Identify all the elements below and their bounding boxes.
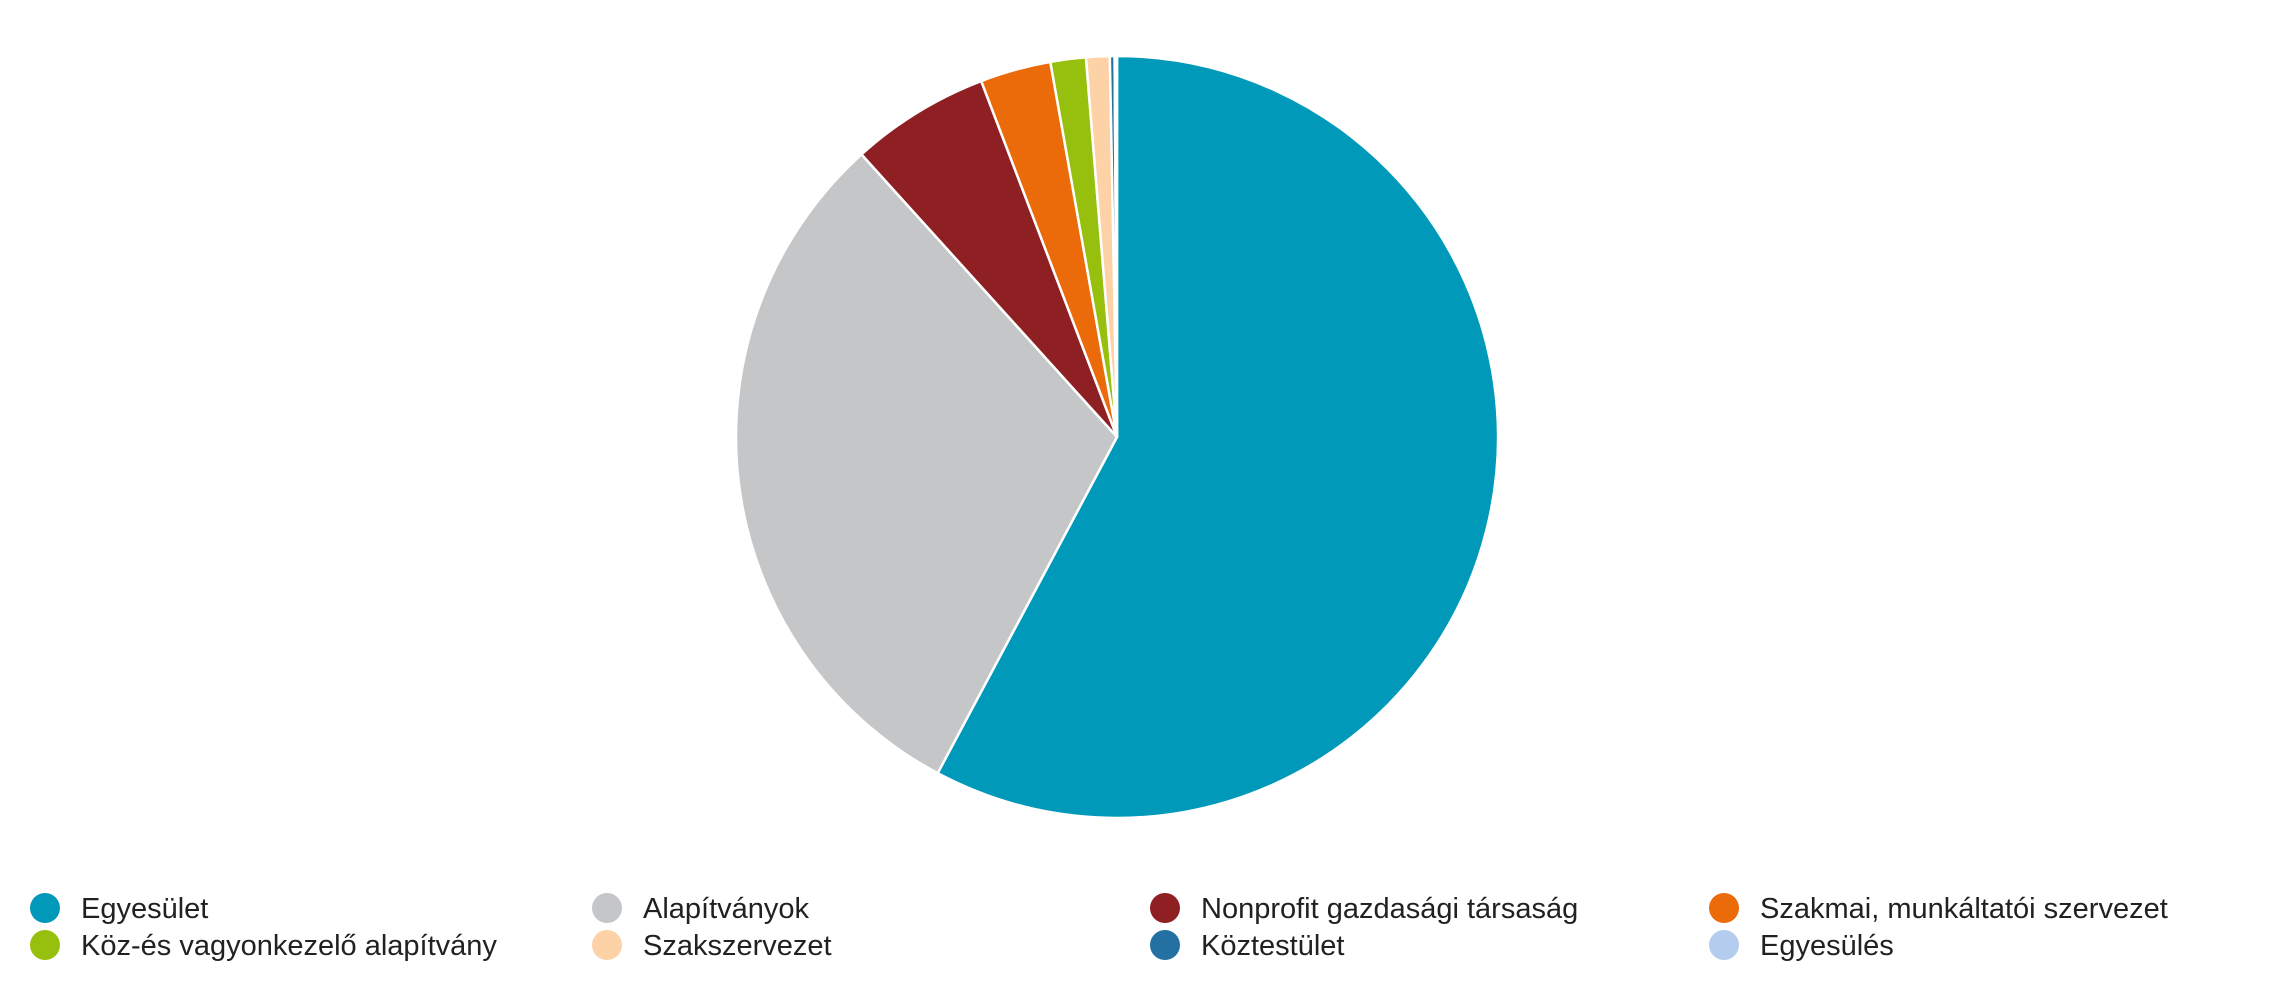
- legend-marker-koz-es-vagyonkezelo-alapitvany: [30, 930, 60, 960]
- legend-label-szakmai-munkaltatoi-szervezet: Szakmai, munkáltatói szervezet: [1760, 893, 2168, 925]
- legend-label-koztestulet: Köztestület: [1201, 930, 1344, 962]
- pie-slice-egyesules[interactable]: [1113, 54, 1119, 439]
- legend-label-koz-es-vagyonkezelo-alapitvany: Köz-és vagyonkezelő alapítvány: [81, 930, 497, 962]
- legend-label-egyesulet: Egyesület: [81, 893, 208, 925]
- legend-item-szakmai-munkaltatoi-szervezet[interactable]: Szakmai, munkáltatói szervezet: [1709, 893, 2168, 925]
- legend-item-szakszervezet[interactable]: Szakszervezet: [592, 930, 832, 962]
- legend-label-egyesules: Egyesülés: [1760, 930, 1894, 962]
- pie-slice-egyesulet[interactable]: [936, 54, 1500, 820]
- legend-item-alapitvanyok[interactable]: Alapítványok: [592, 893, 810, 925]
- legend-item-koz-es-vagyonkezelo-alapitvany[interactable]: Köz-és vagyonkezelő alapítvány: [30, 930, 497, 962]
- legend-label-nonprofit-gazdasagi-tarsasag: Nonprofit gazdasági társaság: [1201, 893, 1578, 925]
- legend-marker-koztestulet: [1150, 930, 1180, 960]
- legend-marker-egyesules: [1709, 930, 1739, 960]
- legend-label-szakszervezet: Szakszervezet: [643, 930, 832, 962]
- pie-slice-nonprofit-gazdasagi-tarsasag[interactable]: [860, 79, 1119, 439]
- legend-marker-nonprofit-gazdasagi-tarsasag: [1150, 893, 1180, 923]
- legend-item-egyesules[interactable]: Egyesülés: [1709, 930, 1894, 962]
- legend-marker-egyesulet: [30, 893, 60, 923]
- legend-marker-szakszervezet: [592, 930, 622, 960]
- pie-slice-alapitvanyok[interactable]: [734, 153, 1119, 775]
- legend-label-alapitvanyok: Alapítványok: [643, 893, 810, 925]
- pie-slices: [734, 54, 1500, 820]
- legend-item-koztestulet[interactable]: Köztestület: [1150, 930, 1344, 962]
- legend-item-egyesulet[interactable]: Egyesület: [30, 893, 208, 925]
- legend: Egyesület Alapítványok Nonprofit gazdasági…: [30, 893, 2168, 962]
- legend-marker-alapitvanyok: [592, 893, 622, 923]
- legend-marker-szakmai-munkaltatoi-szervezet: [1709, 893, 1739, 923]
- legend-item-nonprofit-gazdasagi-tarsasag[interactable]: Nonprofit gazdasági társaság: [1150, 893, 1578, 925]
